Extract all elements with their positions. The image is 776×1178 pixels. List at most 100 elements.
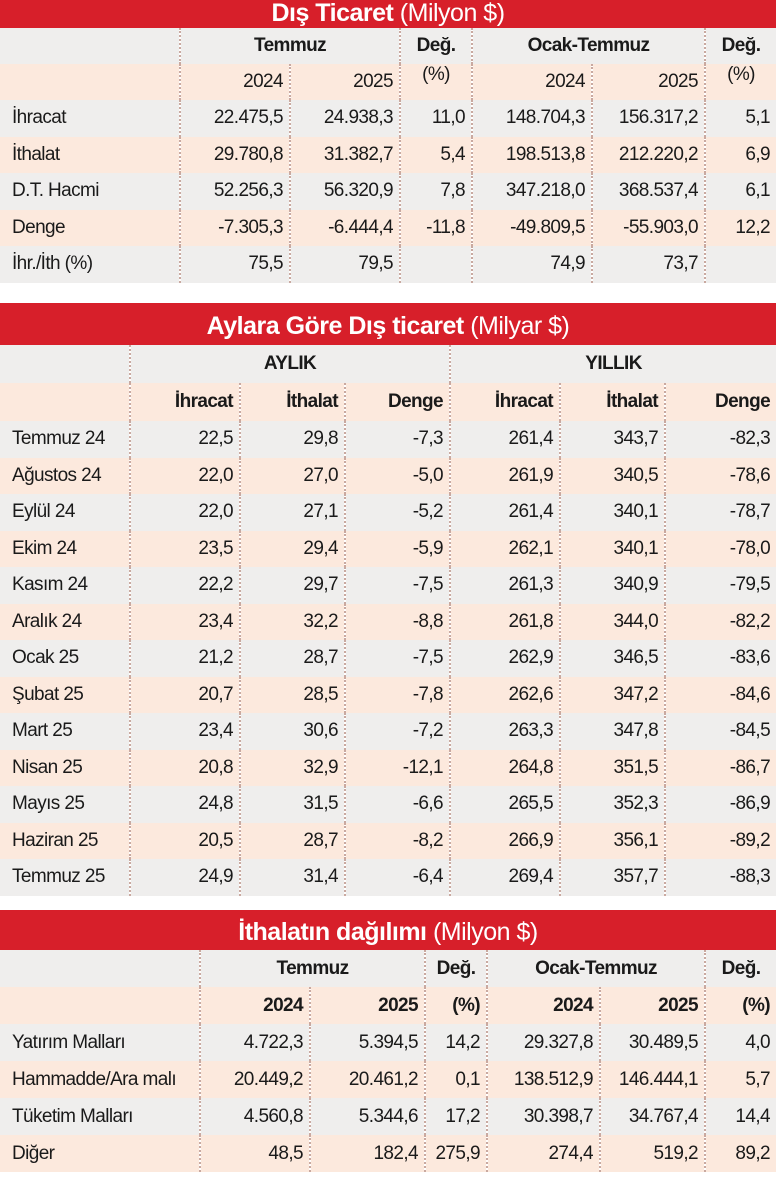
header-row: Temmuz Değ. Ocak-Temmuz Değ. <box>0 950 776 987</box>
cell-value: 146.444,1 <box>599 1061 705 1098</box>
corner-cell <box>0 950 200 987</box>
row-label: Denge <box>0 209 180 246</box>
group-header: Ocak-Temmuz <box>471 28 705 64</box>
group-header: Temmuz <box>179 28 400 64</box>
data-row: Diğer 48,5 182,4 275,9 274,4 519,2 89,2 <box>0 1135 776 1172</box>
cell-value: -78,0 <box>664 530 776 567</box>
row-label: Mart 25 <box>0 713 130 750</box>
cell-value: 182,4 <box>309 1135 425 1172</box>
cell-value: -5,9 <box>343 530 451 567</box>
cell-value: 262,1 <box>449 530 561 567</box>
table-title-bar: Aylara Göre Dış ticaret (Milyar $) <box>0 303 776 345</box>
sub-header: İhracat <box>129 383 240 421</box>
data-row: D.T. Hacmi 52.256,3 56.320,9 7,8 347.218,0 36… <box>0 173 776 210</box>
sub-header: İthalat <box>559 383 666 421</box>
cell-value: -7,5 <box>343 567 451 604</box>
data-row: Kasım 24 22,2 29,7 -7,5 261,3 340,9 -79,5 <box>0 567 776 604</box>
cell-value: 28,7 <box>239 822 345 859</box>
data-row: Yatırım Malları 4.722,3 5.394,5 14,2 29.327,… <box>0 1024 776 1061</box>
cell-value: 4.560,8 <box>199 1098 310 1135</box>
cell-value: 31,4 <box>239 859 345 896</box>
cell-value: -82,3 <box>664 421 776 458</box>
data-row: İhr./İth (%) 75,5 79,5 74,9 73,7 <box>0 246 776 283</box>
row-label: Ağustos 24 <box>0 457 130 494</box>
cell-value: 20.461,2 <box>309 1061 425 1098</box>
row-label: Temmuz 24 <box>0 421 130 458</box>
cell-value: 344,0 <box>559 603 666 640</box>
data-row: Hammadde/Ara malı 20.449,2 20.461,2 0,1 138.… <box>0 1061 776 1098</box>
row-label: Hammadde/Ara malı <box>0 1061 200 1098</box>
cell-value: -8,2 <box>343 822 451 859</box>
cell-value: 261,9 <box>449 457 561 494</box>
cell-value: 274,4 <box>486 1135 600 1172</box>
corner-cell <box>0 64 180 100</box>
cell-value: 368.537,4 <box>591 173 705 210</box>
data-row: Mart 25 23,4 30,6 -7,2 263,3 347,8 -84,5 <box>0 713 776 750</box>
cell-value: 5.394,5 <box>309 1024 425 1061</box>
header-row: İhracat İthalat Denge İhracat İthalat Denge <box>0 383 776 421</box>
cell-value: 5,4 <box>399 136 472 173</box>
row-label: Temmuz 25 <box>0 859 130 896</box>
cell-value <box>704 246 776 283</box>
cell-value: 22.475,5 <box>179 100 290 137</box>
sub-header: 2024 <box>471 64 592 100</box>
cell-value: -78,7 <box>664 494 776 531</box>
sub-header: Denge <box>343 383 451 421</box>
cell-value: 31.382,7 <box>289 136 400 173</box>
cell-value: 261,8 <box>449 603 561 640</box>
cell-value: 52.256,3 <box>179 173 290 210</box>
cell-value: 30,6 <box>239 713 345 750</box>
sub-header: İthalat <box>239 383 345 421</box>
cell-value: 340,9 <box>559 567 666 604</box>
cell-value: 23,4 <box>129 713 240 750</box>
cell-value: -6.444,4 <box>289 209 400 246</box>
cell-value: 29,4 <box>239 530 345 567</box>
table-title: İthalatın dağılımı <box>238 918 427 946</box>
cell-value: 20,5 <box>129 822 240 859</box>
cell-value: 23,5 <box>129 530 240 567</box>
cell-value: -79,5 <box>664 567 776 604</box>
cell-value: 5.344,6 <box>309 1098 425 1135</box>
data-row: Şubat 25 20,7 28,5 -7,8 262,6 347,2 -84,6 <box>0 676 776 713</box>
cell-value: 79,5 <box>289 246 400 283</box>
cell-value: 264,8 <box>449 749 561 786</box>
cell-value: 340,1 <box>559 494 666 531</box>
cell-value: -55.903,0 <box>591 209 705 246</box>
data-row: İthalat 29.780,8 31.382,7 5,4 198.513,8 212.2… <box>0 136 776 173</box>
cell-value: 275,9 <box>424 1135 487 1172</box>
cell-value: -5,2 <box>343 494 451 531</box>
cell-value: 31,5 <box>239 786 345 823</box>
cell-value: 519,2 <box>599 1135 705 1172</box>
row-label: D.T. Hacmi <box>0 173 180 210</box>
cell-value: 340,5 <box>559 457 666 494</box>
row-label: Nisan 25 <box>0 749 130 786</box>
cell-value: -84,5 <box>664 713 776 750</box>
cell-value: 22,0 <box>129 494 240 531</box>
cell-value: 22,2 <box>129 567 240 604</box>
cell-value: -78,6 <box>664 457 776 494</box>
cell-value: 20,7 <box>129 676 240 713</box>
cell-value: -86,7 <box>664 749 776 786</box>
cell-value: -7,5 <box>343 640 451 677</box>
cell-value: 29.327,8 <box>486 1024 600 1061</box>
table: Temmuz Değ. Ocak-Temmuz Değ. 2024 2025 (%) 2024… <box>0 950 776 1172</box>
cell-value: 357,7 <box>559 859 666 896</box>
cell-value: 75,5 <box>179 246 290 283</box>
table-title: Dış Ticaret <box>271 0 394 27</box>
sub-header: (%) <box>704 64 776 100</box>
cell-value: 89,2 <box>704 1135 776 1172</box>
table: AYLIK YILLIK İhracat İthalat Denge İhracat İth… <box>0 345 776 896</box>
cell-value: -49.809,5 <box>471 209 592 246</box>
cell-value: 14,4 <box>704 1098 776 1135</box>
cell-value: 6,1 <box>704 173 776 210</box>
cell-value: 262,9 <box>449 640 561 677</box>
cell-value: 352,3 <box>559 786 666 823</box>
sub-header: Denge <box>664 383 776 421</box>
cell-value: 343,7 <box>559 421 666 458</box>
cell-value: -11,8 <box>399 209 472 246</box>
corner-cell <box>0 345 130 383</box>
header-row: AYLIK YILLIK <box>0 345 776 383</box>
sub-header: 2025 <box>289 64 400 100</box>
sub-header: (%) <box>704 987 776 1024</box>
cell-value: 34.767,4 <box>599 1098 705 1135</box>
